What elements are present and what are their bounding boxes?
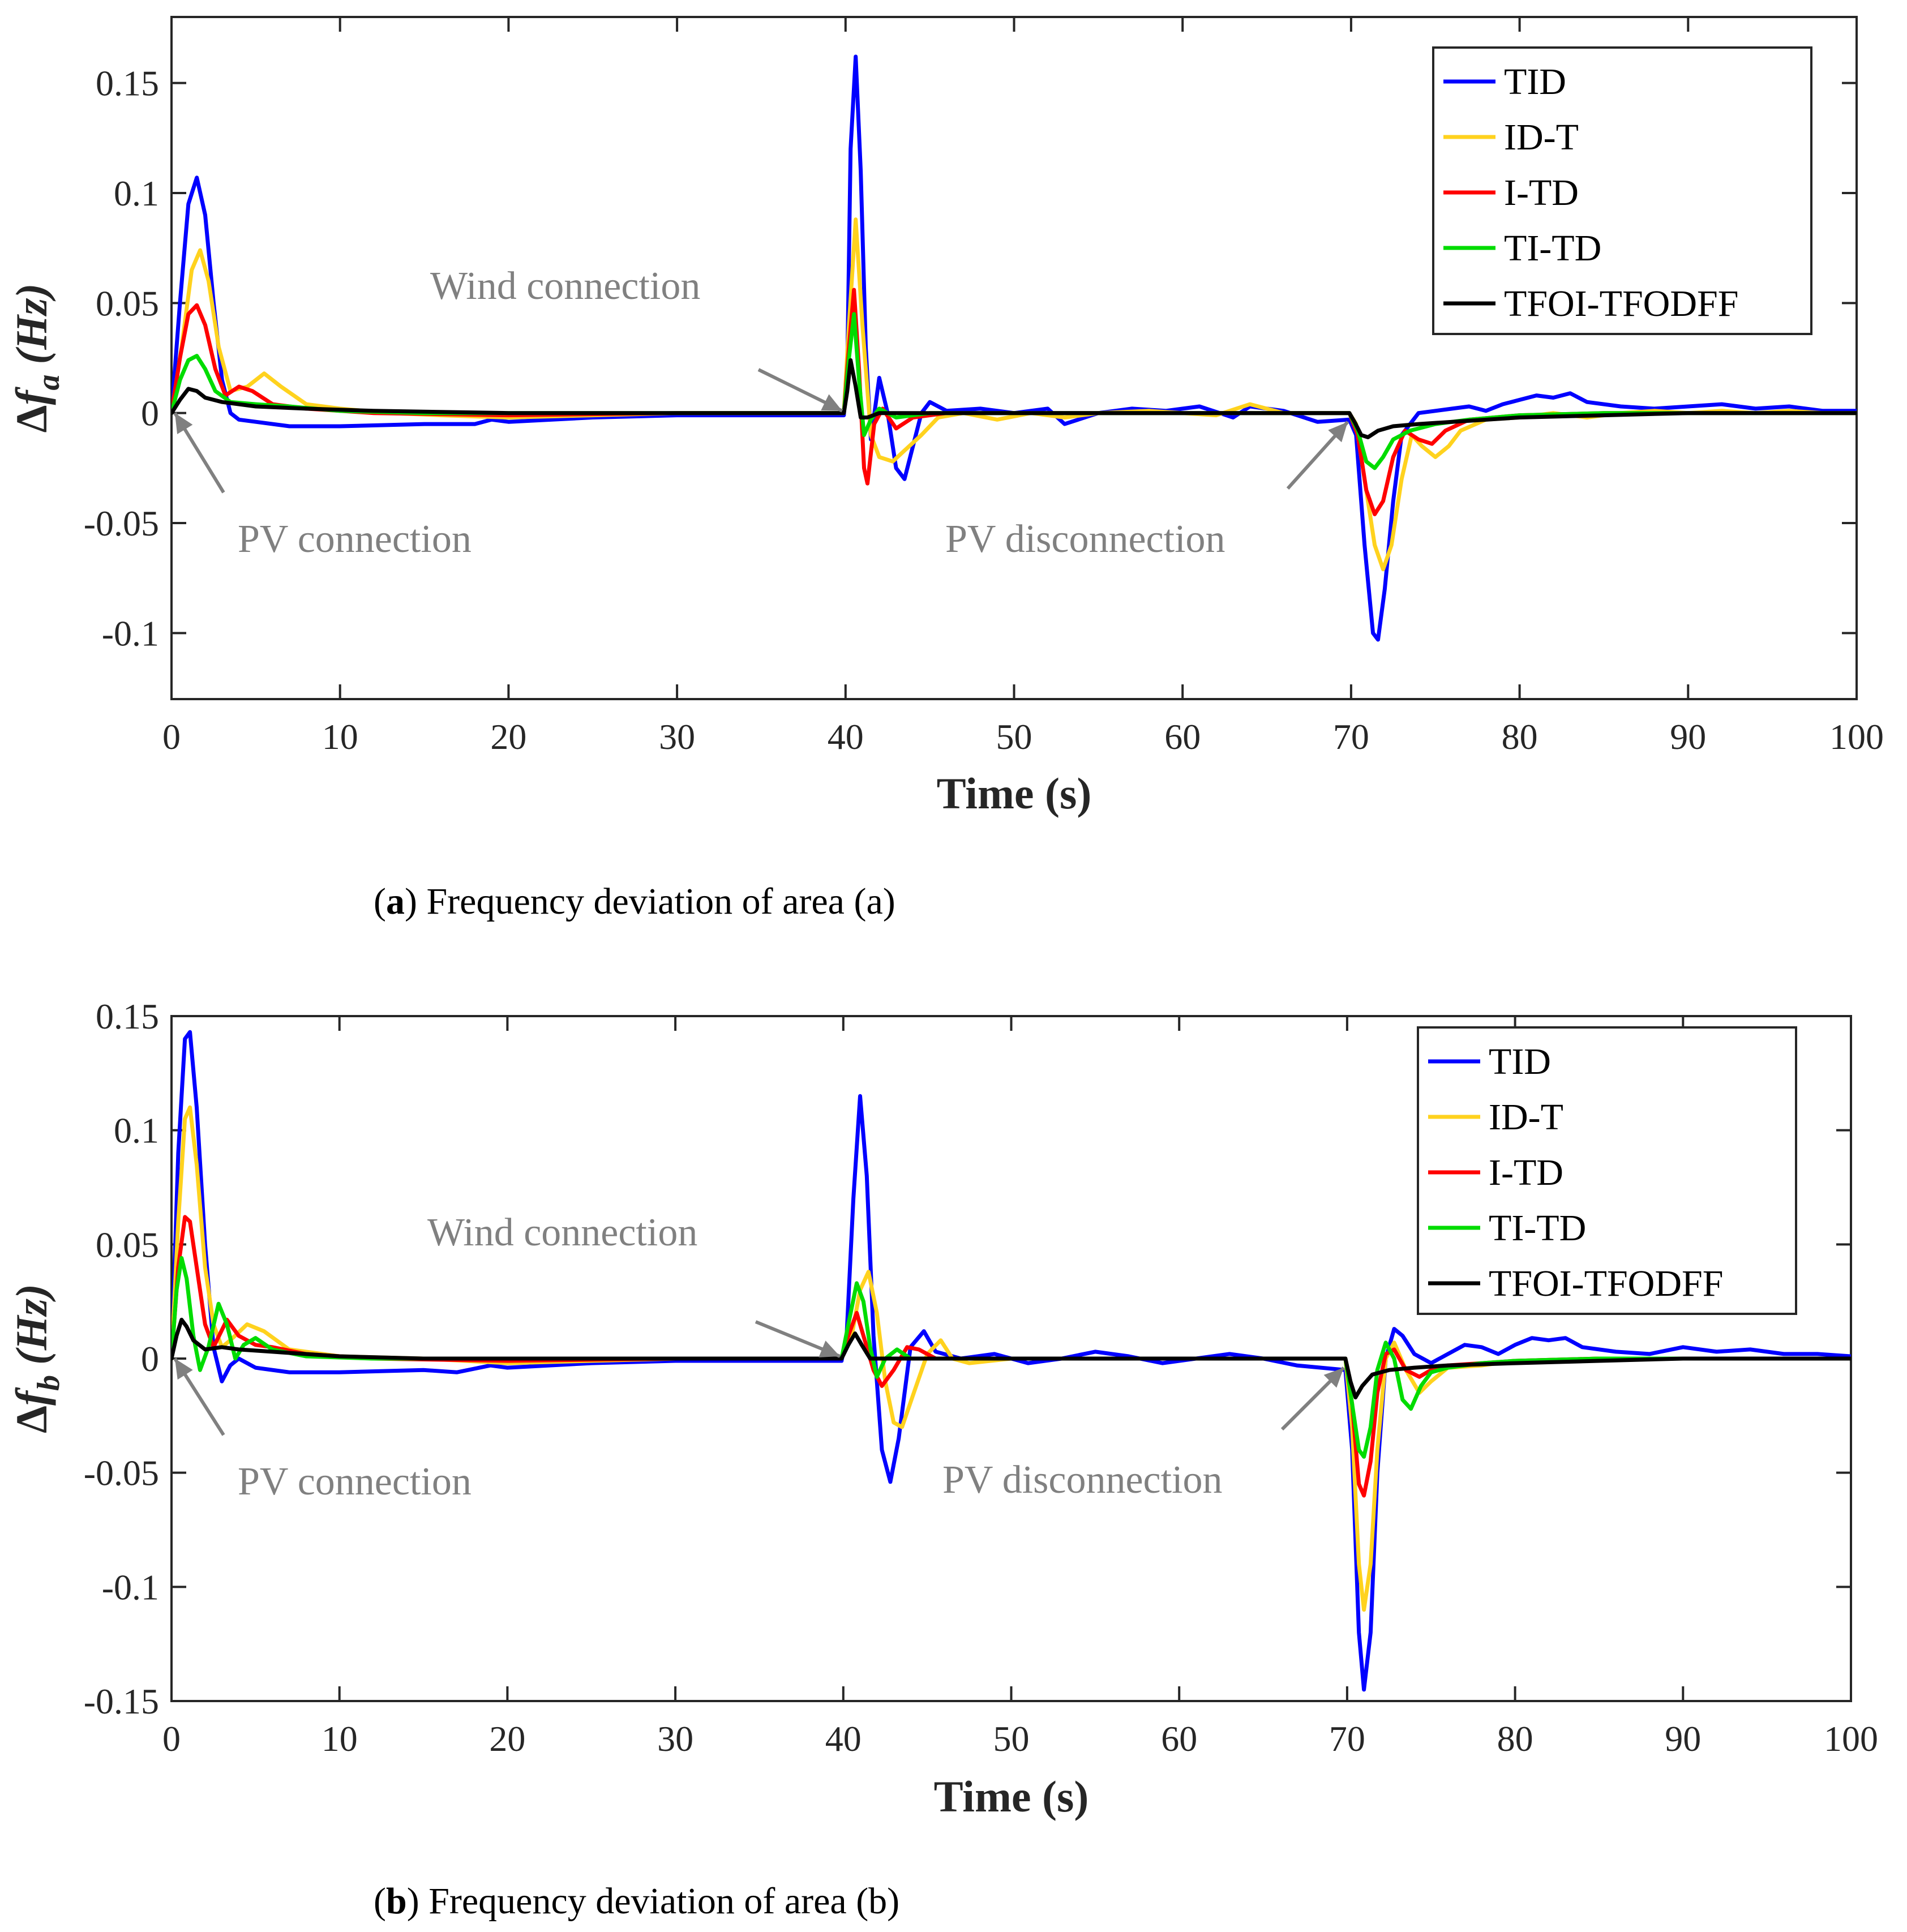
y-axis-label: Δfa(Hz) <box>7 284 66 433</box>
x-tick-label: 100 <box>1824 1719 1878 1759</box>
annotation: Wind connection <box>430 264 843 413</box>
annotation: PV disconnection <box>942 1366 1345 1502</box>
x-tick-label: 80 <box>1502 717 1538 757</box>
x-tick-label: 100 <box>1829 717 1884 757</box>
series-line-id-t <box>172 1105 1851 1612</box>
y-label-delta: Δ <box>7 405 56 433</box>
y-tick-label: 0.1 <box>114 1111 159 1151</box>
legend-entry: TFOI-TFODFF <box>1489 1263 1723 1304</box>
x-tick-label: 30 <box>657 1719 693 1759</box>
x-tick-label: 40 <box>825 1719 862 1759</box>
series-line-i-td <box>172 1215 1851 1498</box>
caption-text: Frequency deviation of area (a) <box>426 881 895 922</box>
x-tick-label: 0 <box>162 1719 181 1759</box>
x-tick-label: 40 <box>828 717 864 757</box>
caption-paren-close: ) <box>405 881 426 922</box>
annotation-label: Wind connection <box>427 1211 697 1254</box>
caption-tag: b <box>386 1880 407 1922</box>
caption-paren-open: ( <box>374 881 386 922</box>
y-tick-label: 0.15 <box>96 996 159 1036</box>
caption-tag: a <box>386 881 405 922</box>
chart-panel-b: 0 10 20 30 40 50 60 70 80 90 100 -0.15 -0.1 -0.05 0 0.0… <box>7 996 1878 1922</box>
legend-entry: TID <box>1504 61 1566 102</box>
series-group <box>172 1030 1851 1692</box>
x-tick-label: 50 <box>993 1719 1030 1759</box>
y-axis-label: Δfb(Hz) <box>7 1284 66 1433</box>
legend-entry: TFOI-TFODFF <box>1504 283 1738 324</box>
series-line-ti-td <box>172 1256 1851 1459</box>
annotation: Wind connection <box>427 1211 841 1358</box>
legend: TID ID-T I-TD TI-TD TFOI-TFODFF <box>1417 1026 1797 1315</box>
y-label-subscript: a <box>31 375 66 391</box>
x-tick-label: 60 <box>1161 1719 1197 1759</box>
annotation-arrow-head <box>174 1359 193 1380</box>
annotation: PV connection <box>173 1357 472 1503</box>
annotation-arrow-head <box>821 394 842 411</box>
y-label-unit: (Hz) <box>7 284 56 365</box>
y-tick-label: 0.05 <box>96 1224 159 1265</box>
x-tick-label: 70 <box>1329 1719 1365 1759</box>
x-tick-label: 20 <box>489 1719 525 1759</box>
caption-paren-open: ( <box>374 1880 386 1922</box>
y-tick-label: 0 <box>141 393 159 434</box>
annotation-label: PV disconnection <box>942 1458 1223 1502</box>
y-tick-label: -0.05 <box>84 503 159 543</box>
y-tick-label: -0.1 <box>102 613 159 653</box>
x-tick-label: 80 <box>1497 1719 1533 1759</box>
x-tick-label: 0 <box>162 717 181 757</box>
legend: TID ID-T I-TD TI-TD TFOI-TFODFF <box>1432 46 1812 335</box>
x-tick-label: 10 <box>322 1719 358 1759</box>
series-line-tid <box>172 54 1857 642</box>
x-tick-label: 90 <box>1665 1719 1701 1759</box>
annotation: PV disconnection <box>945 421 1349 561</box>
y-label-unit: (Hz) <box>7 1284 56 1365</box>
annotation: PV connection <box>173 412 472 561</box>
caption-paren-close: ) <box>407 1880 428 1922</box>
chart-panel-a: 0 10 20 30 40 50 60 70 80 90 100 -0.1 -0.05 0 0.05 0.1 0… <box>7 16 1884 922</box>
y-label-subscript: b <box>31 1375 66 1391</box>
x-tick-label: 60 <box>1164 717 1201 757</box>
series-line-i-td <box>172 288 1857 516</box>
annotation-arrow-head <box>1323 1368 1344 1388</box>
caption: (b) Frequency deviation of area (b) <box>374 1880 899 1922</box>
y-tick-label: 0 <box>141 1339 159 1379</box>
annotation-arrow-head <box>174 413 193 435</box>
legend-box <box>1417 1026 1797 1315</box>
annotation-label: PV connection <box>238 517 472 561</box>
annotation-arrow-head <box>818 1340 840 1357</box>
legend-entry: TID <box>1489 1041 1551 1082</box>
y-tick-label: -0.1 <box>102 1567 159 1607</box>
x-tick-label: 50 <box>996 717 1032 757</box>
x-tick-label: 70 <box>1333 717 1369 757</box>
y-tick-label: 0.05 <box>96 283 159 323</box>
x-tick-label: 90 <box>1670 717 1706 757</box>
series-line-tfoi-tfodff <box>172 358 1857 439</box>
y-label-delta: Δ <box>7 1406 56 1433</box>
legend-box <box>1432 46 1812 335</box>
series-group <box>172 54 1857 642</box>
annotation-label: Wind connection <box>430 264 700 308</box>
legend-entry: I-TD <box>1489 1152 1563 1193</box>
caption-text: Frequency deviation of area (b) <box>428 1880 899 1922</box>
annotation-arrow-head <box>1328 422 1348 443</box>
legend-entry: TI-TD <box>1504 228 1601 269</box>
legend-entry: TI-TD <box>1489 1207 1586 1249</box>
series-line-tfoi-tfodff <box>172 1317 1851 1400</box>
y-tick-label: 0.1 <box>114 173 159 213</box>
y-tick-label: 0.15 <box>96 63 159 104</box>
x-axis-label: Time (s) <box>934 1772 1089 1821</box>
legend-entry: ID-T <box>1504 117 1579 158</box>
annotation-label: PV disconnection <box>945 517 1225 561</box>
annotation-label: PV connection <box>238 1460 472 1503</box>
x-axis-label: Time (s) <box>937 769 1092 818</box>
caption: (a) Frequency deviation of area (a) <box>374 881 895 922</box>
x-tick-label: 30 <box>659 717 695 757</box>
y-tick-label: -0.15 <box>84 1681 159 1721</box>
y-tick-label: -0.05 <box>84 1453 159 1493</box>
legend-entry: ID-T <box>1489 1096 1563 1138</box>
x-tick-label: 10 <box>322 717 358 757</box>
x-tick-label: 20 <box>490 717 526 757</box>
legend-entry: I-TD <box>1504 172 1579 213</box>
